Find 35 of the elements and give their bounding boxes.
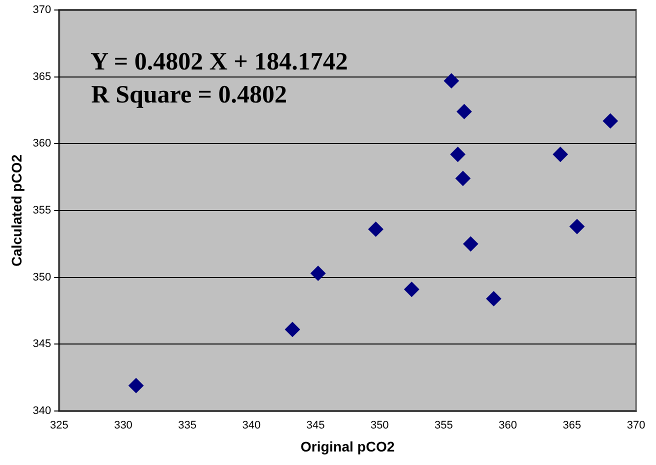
point [284,322,300,337]
y-tick-label: 355 [32,204,52,217]
x-tick-label: 365 [562,420,582,432]
y-axis-title: Calculated pCO2 [8,154,24,267]
point [310,266,326,281]
point [368,222,384,237]
y-tick-label: 350 [32,271,52,284]
y-tick-label: 365 [32,70,52,83]
x-tick-label: 350 [370,420,389,432]
x-tick-label: 370 [626,420,646,432]
point [128,378,144,394]
point [552,146,568,162]
point [450,146,466,162]
y-tick-label: 345 [32,338,52,350]
annotation: R Square = 0.4802 [91,81,288,108]
y-tick-label: 370 [32,4,52,16]
annotation: Y = 0.4802 X + 184.1742 [90,48,348,76]
x-axis-title: Original pCO2 [300,438,395,454]
point [486,291,502,306]
x-tick-label: 355 [434,420,453,432]
y-tick-label: 340 [32,405,52,418]
point [404,282,420,297]
point [455,170,470,186]
point [444,73,459,88]
x-tick-label: 330 [114,420,132,432]
point [570,219,585,234]
x-tick-label: 335 [178,420,197,432]
x-tick-label: 340 [242,420,261,432]
point [456,104,472,120]
y-tick-label: 360 [32,138,52,150]
x-tick-label: 360 [498,420,517,432]
point [602,113,618,128]
point [463,236,478,252]
x-tick-label: 325 [50,420,68,432]
x-tick-label: 345 [306,420,325,432]
